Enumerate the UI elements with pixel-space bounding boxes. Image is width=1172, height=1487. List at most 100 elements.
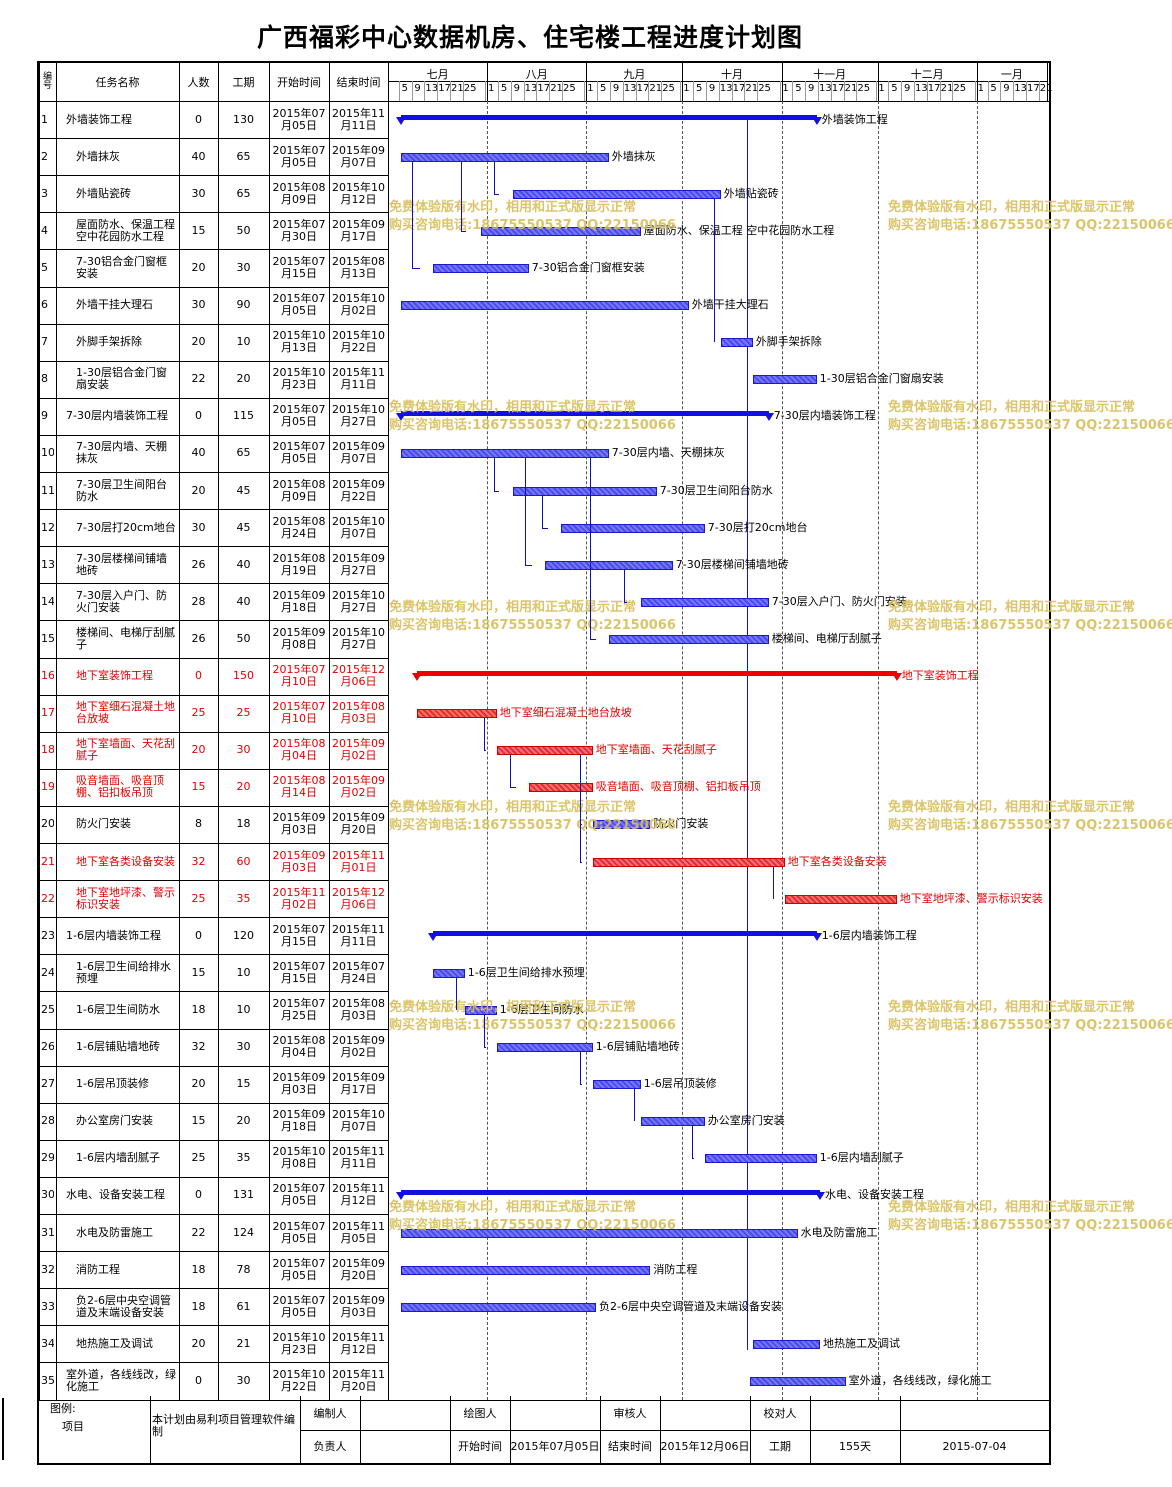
day-tick: 25 xyxy=(758,83,771,94)
summary-end-marker xyxy=(811,116,822,125)
day-tick-line xyxy=(523,81,525,101)
summary-start-marker xyxy=(427,932,438,941)
task-bar-label: 地下室地坪漆、警示标识安装 xyxy=(899,891,1043,905)
day-tick-line xyxy=(744,81,746,101)
dependency-line xyxy=(590,638,596,640)
task-start-cell: 2015年07月10日 xyxy=(272,663,326,689)
task-bar-label: 消防工程 xyxy=(653,1262,698,1276)
task-duration-cell: 90 xyxy=(236,298,251,312)
task-no-cell: 12 xyxy=(41,520,54,534)
task-start-cell: 2015年08月09日 xyxy=(272,180,326,206)
task-end-cell: 2015年10月12日 xyxy=(332,180,385,206)
month-label: 八月 xyxy=(525,68,548,81)
day-tick-line xyxy=(622,81,624,101)
task-name-cell: 负2-6层中央空调管道及末端设备安装 xyxy=(76,1293,171,1319)
month-gridline xyxy=(976,101,978,1400)
month-gridline xyxy=(487,101,489,1400)
day-tick-line xyxy=(498,81,499,101)
table-row-line xyxy=(37,323,388,325)
duration-label: 工期 xyxy=(769,1440,791,1454)
task-name-cell: 外墙干挂大理石 xyxy=(76,298,153,312)
task-people-cell: 20 xyxy=(191,335,206,349)
task-start-cell: 2015年07月05日 xyxy=(272,440,326,466)
day-tick: 5 xyxy=(600,83,607,94)
task-end-cell: 2015年09月22日 xyxy=(332,477,385,503)
summary-bar xyxy=(400,114,817,120)
table-row-line xyxy=(37,694,388,696)
task-people-cell: 26 xyxy=(191,631,206,645)
table-row-line xyxy=(37,360,388,362)
task-start-cell: 2015年09月03日 xyxy=(272,1071,326,1097)
watermark: 免费体验版有水印，相用和正式版显示正常 购买咨询电话:18675550537 QQ… xyxy=(888,1199,1172,1235)
day-tick-line xyxy=(888,81,890,101)
summary-start-marker xyxy=(395,1192,406,1201)
dependency-line xyxy=(484,717,485,751)
task-duration-cell: 20 xyxy=(236,780,251,794)
day-tick-line xyxy=(510,81,512,101)
task-start-cell: 2015年07月25日 xyxy=(272,996,326,1022)
day-tick-line xyxy=(952,81,954,101)
task-start-cell: 2015年09月18日 xyxy=(272,588,326,614)
task-name-cell: 1-6层卫生间防水 xyxy=(76,1002,160,1016)
task-no-cell: 4 xyxy=(41,223,48,237)
task-no-cell: 30 xyxy=(41,1188,54,1202)
task-no-cell: 8 xyxy=(41,372,48,386)
table-row-line xyxy=(37,397,388,399)
day-tick: 9 xyxy=(808,83,815,94)
task-people-cell: 26 xyxy=(191,557,206,571)
task-bar xyxy=(400,1265,651,1275)
summary-end-marker xyxy=(763,413,774,422)
month-gridline xyxy=(781,101,783,1400)
grid-col-line xyxy=(388,63,389,1400)
task-end-cell: 2015年11月20日 xyxy=(332,1367,385,1393)
task-bar-label: 1-6层内墙刮腻子 xyxy=(819,1151,904,1165)
day-tick-line xyxy=(843,81,845,101)
table-row-line xyxy=(37,805,388,807)
task-end-cell: 2015年10月07日 xyxy=(332,1108,385,1134)
dependency-line xyxy=(525,564,532,566)
task-bar xyxy=(432,968,465,978)
task-bar xyxy=(784,894,897,904)
grid-col-line xyxy=(218,63,219,1400)
day-tick: 17 xyxy=(1027,83,1040,94)
day-tick-line xyxy=(635,81,637,101)
table-row-line xyxy=(37,1288,388,1290)
task-name-cell: 7-30层入户门、防火门安装 xyxy=(76,588,167,614)
day-tick-line xyxy=(757,81,759,101)
month-divider xyxy=(781,63,783,101)
task-name-cell: 7-30层内墙装饰工程 xyxy=(66,409,168,423)
table-row-line xyxy=(37,657,388,659)
task-people-cell: 40 xyxy=(191,149,206,163)
task-start-cell: 2015年08月24日 xyxy=(272,514,326,540)
day-tick: 17 xyxy=(438,83,451,94)
dependency-line xyxy=(773,865,774,899)
task-people-cell: 20 xyxy=(191,260,206,274)
watermark-line1: 免费体验版有水印，相用和正式版显示正常 xyxy=(888,600,1136,615)
end-value: 2015年12月06日 xyxy=(660,1440,750,1454)
watermark-line2: 购买咨询电话:18675550537 QQ:22150066 xyxy=(888,418,1172,433)
day-tick: 5 xyxy=(990,83,997,94)
task-no-cell: 3 xyxy=(41,186,48,200)
day-tick: 17 xyxy=(732,83,746,94)
task-no-cell: 1 xyxy=(41,112,48,126)
task-people-cell: 25 xyxy=(191,891,206,905)
dependency-line xyxy=(580,1084,582,1086)
task-bar-label: 7-30层内墙、天棚抹灰 xyxy=(611,446,725,460)
task-duration-cell: 50 xyxy=(236,631,251,645)
day-tick: 21 xyxy=(844,83,858,94)
table-row-line xyxy=(37,546,388,548)
task-no-cell: 11 xyxy=(41,483,54,497)
day-tick: 13 xyxy=(623,83,637,94)
task-bar-label: 吸音墙面、吸音顶棚、铝扣板吊顶 xyxy=(595,780,761,794)
watermark-line2: 购买咨询电话:18675550537 QQ:22150066 xyxy=(888,618,1172,633)
watermark-line1: 免费体验版有水印，相用和正式版显示正常 xyxy=(389,200,637,215)
task-end-cell: 2015年11月12日 xyxy=(332,1330,385,1356)
day-tick: 13 xyxy=(524,83,538,94)
task-bar xyxy=(496,746,593,756)
task-name-cell: 7-30层卫生间阳台防水 xyxy=(76,477,167,503)
task-bar-label: 1-6层卫生间给排水预埋 xyxy=(467,965,585,979)
task-duration-cell: 10 xyxy=(236,335,251,349)
dependency-line xyxy=(484,1013,485,1048)
task-start-cell: 2015年09月08日 xyxy=(272,625,326,651)
task-duration-cell: 130 xyxy=(233,112,254,126)
